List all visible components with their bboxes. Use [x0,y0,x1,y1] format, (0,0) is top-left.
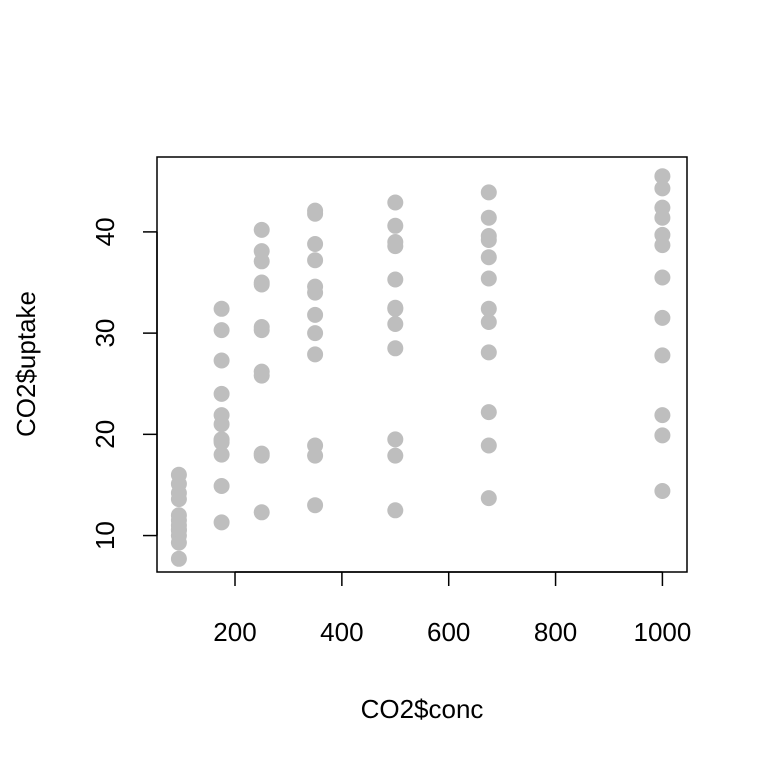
data-point [654,427,671,444]
x-tick-label: 800 [534,617,577,647]
data-point [480,404,497,421]
data-point [213,416,230,433]
x-tick-label: 1000 [634,617,692,647]
data-point [253,253,270,270]
data-point [480,314,497,330]
x-axis-label: CO2$conc [361,694,484,724]
data-point [253,367,270,384]
data-point [654,237,671,254]
data-point [307,306,324,323]
data-point [387,340,404,357]
data-point [480,249,497,266]
y-axis: 10 20 30 40 [90,217,158,550]
data-point [387,502,404,519]
data-point [170,521,187,538]
data-point [654,269,671,286]
y-tick-label: 20 [90,420,120,449]
data-point [213,478,230,494]
x-tick-label: 400 [320,617,363,647]
x-tick-label: 600 [427,617,470,647]
data-point [480,270,497,287]
data-point [213,322,230,339]
data-point [307,346,324,363]
data-point [253,447,270,464]
data-point [213,352,230,369]
data-point [480,300,497,317]
data-point [307,447,324,464]
data-point [213,514,230,531]
data-point [253,504,270,521]
data-point [170,491,187,508]
data-point [387,217,404,234]
plot-frame [156,156,688,573]
data-point [654,309,671,326]
data-point [213,385,230,402]
data-point [654,407,671,424]
data-point [654,483,671,499]
data-point [307,497,324,514]
data-point [170,550,187,567]
data-point [307,205,324,222]
data-point [480,437,497,454]
data-point [307,284,324,301]
data-point [654,168,671,185]
data-point [387,300,404,317]
data-point [387,238,404,255]
points-layer [170,168,671,567]
data-point [253,322,270,339]
data-point [253,276,270,293]
data-point [170,534,187,551]
data-point [387,194,404,211]
data-point [480,232,497,248]
data-point [480,344,497,361]
data-point [307,252,324,269]
data-point [307,325,324,342]
data-point [654,180,671,197]
x-axis: 200 400 600 800 1000 [213,571,692,647]
x-tick-label: 200 [213,617,256,647]
data-point [480,490,497,507]
y-tick-label: 30 [90,319,120,348]
data-point [654,209,671,226]
data-point [480,184,497,201]
data-point [480,209,497,226]
data-point [654,347,671,364]
data-point [213,446,230,463]
data-point [387,447,404,464]
data-point [307,236,324,252]
data-point [213,432,230,449]
y-tick-label: 40 [90,217,120,246]
data-point [387,431,404,448]
y-tick-label: 10 [90,521,120,550]
data-point [213,300,230,317]
data-point [387,316,404,332]
data-point [253,221,270,238]
data-point [387,271,404,288]
y-axis-label: CO2$uptake [11,291,41,437]
